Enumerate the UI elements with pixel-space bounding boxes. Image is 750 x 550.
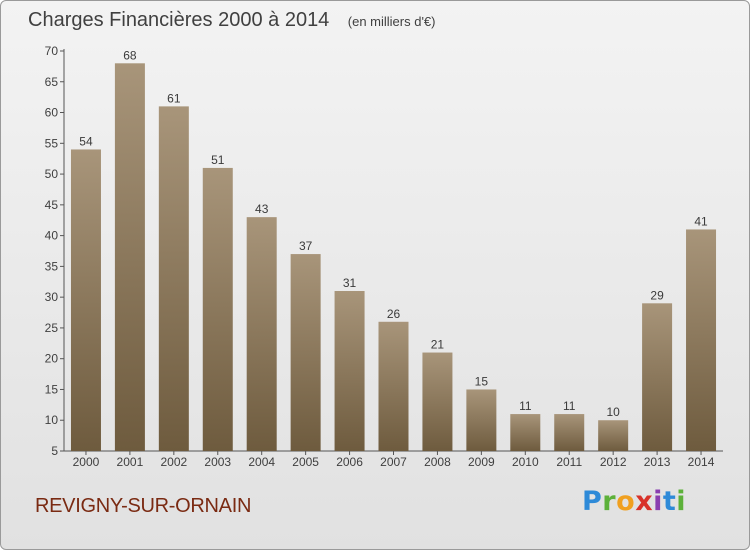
bar-value-label: 10 <box>606 405 620 419</box>
x-tick-label: 2008 <box>424 455 451 469</box>
bar-value-label: 21 <box>431 338 445 352</box>
x-tick-label: 2010 <box>512 455 539 469</box>
bar <box>290 254 321 451</box>
bar <box>466 389 497 451</box>
x-tick-label: 2004 <box>248 455 275 469</box>
bar-value-label: 15 <box>475 374 489 388</box>
bar-value-label: 29 <box>650 288 664 302</box>
bar <box>686 229 717 451</box>
chart-title-block: Charges Financières 2000 à 2014 (en mill… <box>28 9 436 32</box>
bar <box>642 303 673 451</box>
bar-value-label: 37 <box>299 239 313 253</box>
y-tick-label: 10 <box>45 413 59 427</box>
bar-value-label: 31 <box>343 276 357 290</box>
chart-subtitle: (en milliers d'€) <box>347 14 436 29</box>
x-tick-label: 2006 <box>336 455 363 469</box>
bar <box>598 420 629 451</box>
bar-value-label: 11 <box>563 399 576 413</box>
y-tick-label: 55 <box>45 136 59 150</box>
bar-value-label: 41 <box>694 214 708 228</box>
y-tick-label: 45 <box>45 198 59 212</box>
x-tick-label: 2011 <box>556 455 582 469</box>
chart-title: Charges Financières 2000 à 2014 <box>28 9 330 31</box>
x-tick-label: 2002 <box>160 455 187 469</box>
proxiti-logo: Proxiti <box>582 486 686 517</box>
y-tick-label: 70 <box>45 44 59 58</box>
y-tick-label: 50 <box>45 167 59 181</box>
x-tick-label: 2005 <box>292 455 319 469</box>
x-tick-label: 2012 <box>600 455 627 469</box>
bar <box>70 149 101 451</box>
logo-letter: t <box>662 486 677 517</box>
bar-value-label: 26 <box>387 307 401 321</box>
y-tick-label: 25 <box>45 321 59 335</box>
logo-letter: i <box>653 486 663 517</box>
bar <box>554 414 585 451</box>
bar <box>114 63 145 452</box>
logo-letter: P <box>582 486 603 517</box>
logo-letter: r <box>602 486 617 517</box>
bar <box>378 321 409 451</box>
y-tick-label: 35 <box>45 259 59 273</box>
bar-value-label: 68 <box>123 48 137 62</box>
y-tick-label: 60 <box>45 106 59 120</box>
town-name: REVIGNY-SUR-ORNAIN <box>35 495 252 517</box>
x-tick-label: 2013 <box>644 455 671 469</box>
x-tick-label: 2009 <box>468 455 495 469</box>
bar-value-label: 54 <box>79 134 93 148</box>
bar <box>510 414 541 451</box>
y-tick-label: 65 <box>45 75 59 89</box>
bar <box>422 352 453 451</box>
y-tick-label: 15 <box>45 382 59 396</box>
y-tick-label: 30 <box>45 290 59 304</box>
x-tick-label: 2001 <box>117 455 144 469</box>
logo-letter: o <box>616 486 636 517</box>
logo-letter: i <box>676 486 687 517</box>
bar <box>334 291 365 451</box>
logo-letter: x <box>635 486 654 517</box>
bar <box>246 217 277 451</box>
bar-value-label: 51 <box>211 153 225 167</box>
x-tick-label: 2007 <box>380 455 407 469</box>
bar <box>202 167 233 451</box>
x-tick-label: 2003 <box>204 455 231 469</box>
bar-value-label: 11 <box>519 399 532 413</box>
y-tick-label: 5 <box>51 444 58 458</box>
y-tick-label: 40 <box>45 229 59 243</box>
bar <box>158 106 189 451</box>
x-tick-label: 2000 <box>73 455 100 469</box>
bar-value-label: 61 <box>167 91 181 105</box>
x-tick-label: 2014 <box>688 455 715 469</box>
bar-value-label: 43 <box>255 202 269 216</box>
y-tick-label: 20 <box>45 352 59 366</box>
